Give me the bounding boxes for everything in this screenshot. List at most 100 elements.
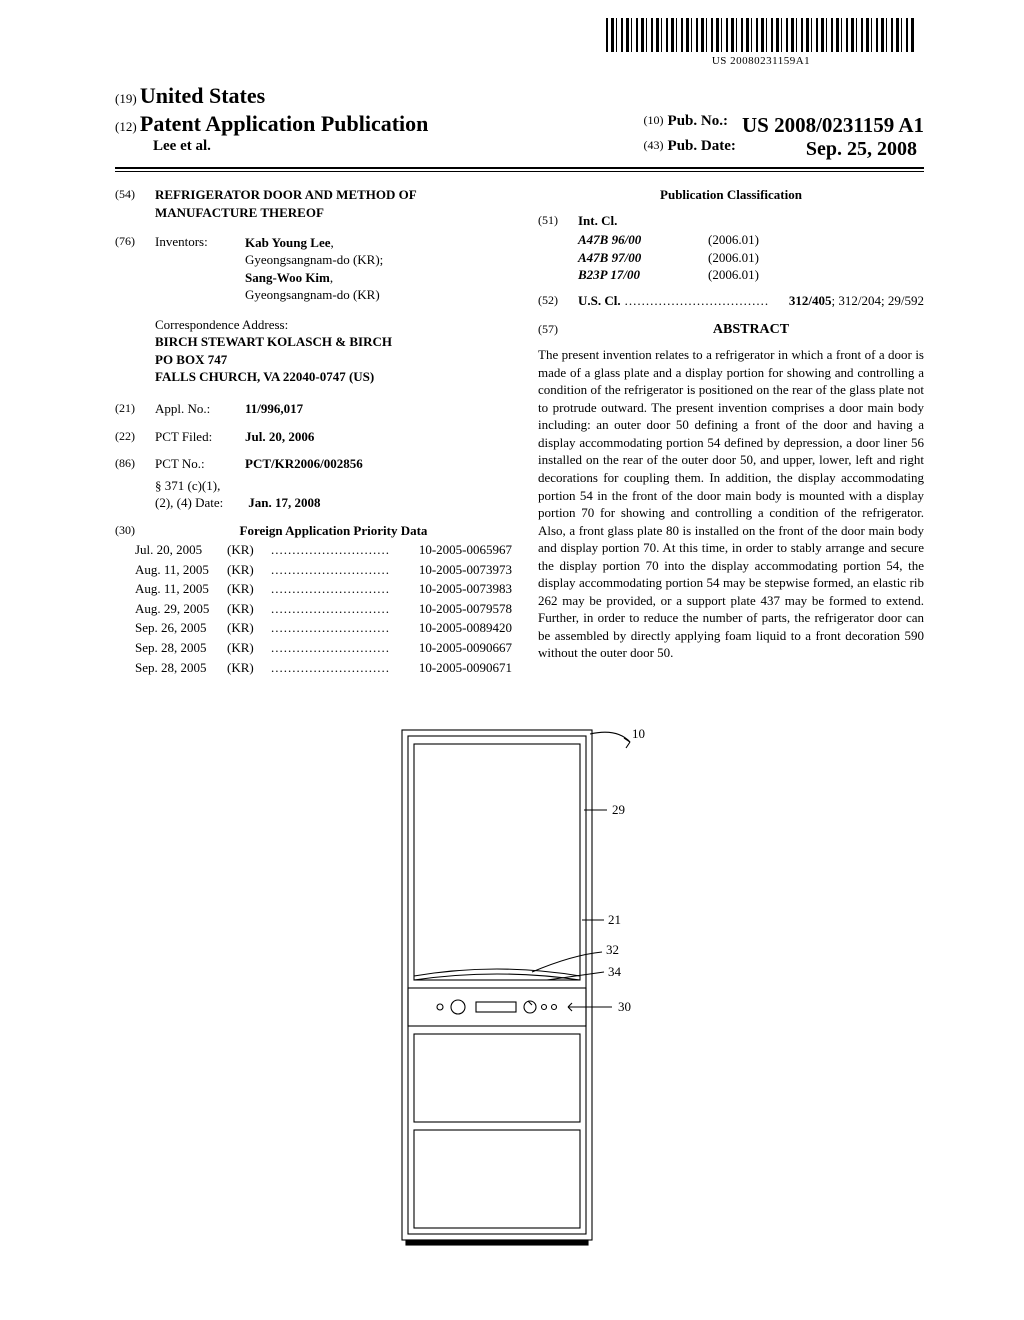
s52-num: (52) <box>538 292 578 310</box>
priority-date: Sep. 28, 2005 <box>135 659 227 677</box>
rule-thin <box>115 171 924 172</box>
pubno: US 2008/0231159 A1 <box>742 113 924 138</box>
intcl-year: (2006.01) <box>708 249 759 267</box>
s51-num: (51) <box>538 212 578 230</box>
priority-date: Sep. 28, 2005 <box>135 639 227 657</box>
priority-dots: ............................ <box>271 659 390 677</box>
s76-num: (76) <box>115 233 155 304</box>
s30-title: Foreign Application Priority Data <box>155 522 512 540</box>
inv2-name: Sang-Woo Kim <box>245 270 330 285</box>
num19: (19) <box>115 91 137 106</box>
priority-country: (KR) <box>227 659 271 677</box>
sec-21: (21) Appl. No.: 11/996,017 <box>115 400 512 418</box>
s52-dots: .................................. <box>621 292 789 310</box>
header: (19) United States (12) Patent Applicati… <box>115 83 924 161</box>
fig-label-29: 29 <box>612 802 625 817</box>
pubdate-row: (43) Pub. Date: Sep. 25, 2008 <box>644 138 924 161</box>
priority-row: Sep. 26, 2005(KR).......................… <box>135 619 512 637</box>
priority-row: Aug. 11, 2005(KR).......................… <box>135 580 512 598</box>
left-col: (54) REFRIGERATOR DOOR AND METHOD OF MAN… <box>115 186 512 678</box>
fig-label-21: 21 <box>608 912 621 927</box>
s54-num: (54) <box>115 186 155 221</box>
s21-num: (21) <box>115 400 155 418</box>
fig-label-32: 32 <box>606 942 619 957</box>
intcl-row: A47B 97/00(2006.01) <box>578 249 924 267</box>
priority-dots: ............................ <box>271 600 390 618</box>
priority-dots: ............................ <box>271 639 390 657</box>
priority-row: Aug. 29, 2005(KR).......................… <box>135 600 512 618</box>
s22-val: Jul. 20, 2006 <box>245 428 314 446</box>
inv2-loc: Gyeongsangnam-do (KR) <box>245 287 380 302</box>
barcode-area: US 20080231159A1 <box>606 18 916 67</box>
priority-date: Aug. 29, 2005 <box>135 600 227 618</box>
pubno-row: (10) Pub. No.: US 2008/0231159 A1 <box>644 113 924 138</box>
fig-label-34: 34 <box>608 964 622 979</box>
num43: (43) <box>644 138 664 161</box>
s86-val: PCT/KR2006/002856 <box>245 455 363 473</box>
line-19: (19) United States <box>115 83 428 109</box>
sec-52: (52) U.S. Cl. ..........................… <box>538 292 924 310</box>
intcl-code: A47B 96/00 <box>578 231 708 249</box>
priority-row: Aug. 11, 2005(KR).......................… <box>135 561 512 579</box>
sec-30: (30) Foreign Application Priority Data <box>115 522 512 540</box>
s86-sub1: § 371 (c)(1), <box>155 477 512 495</box>
sec-54: (54) REFRIGERATOR DOOR AND METHOD OF MAN… <box>115 186 512 221</box>
intcl-code: B23P 17/00 <box>578 266 708 284</box>
priority-num: 10-2005-0089420 <box>390 619 512 637</box>
s22-label: PCT Filed: <box>155 428 245 446</box>
num10: (10) <box>644 113 664 138</box>
inv1-loc: Gyeongsangnam-do (KR); <box>245 252 383 267</box>
header-right: (10) Pub. No.: US 2008/0231159 A1 (43) P… <box>644 83 924 161</box>
correspondence: Correspondence Address: BIRCH STEWART KO… <box>155 316 512 386</box>
priority-country: (KR) <box>227 580 271 598</box>
header-left: (19) United States (12) Patent Applicati… <box>115 83 428 161</box>
corr-l1: BIRCH STEWART KOLASCH & BIRCH <box>155 333 512 351</box>
s86-label: PCT No.: <box>155 455 245 473</box>
pubclass-title: Publication Classification <box>538 186 924 204</box>
patent-figure: 10 29 21 32 34 30 <box>372 720 652 1260</box>
corr-l3: FALLS CHURCH, VA 22040-0747 (US) <box>155 368 512 386</box>
priority-date: Jul. 20, 2005 <box>135 541 227 559</box>
pubtype: Patent Application Publication <box>140 111 428 136</box>
priority-row: Sep. 28, 2005(KR).......................… <box>135 639 512 657</box>
priority-country: (KR) <box>227 600 271 618</box>
rule-thick <box>115 167 924 169</box>
priority-date: Sep. 26, 2005 <box>135 619 227 637</box>
priority-num: 10-2005-0079578 <box>390 600 512 618</box>
s21-val: 11/996,017 <box>245 400 303 418</box>
s76-body: Inventors: Kab Young Lee, Gyeongsangnam-… <box>155 233 512 304</box>
corr-l2: PO BOX 747 <box>155 351 512 369</box>
barcode <box>606 18 916 52</box>
priority-dots: ............................ <box>271 541 390 559</box>
intcl-row: A47B 96/00(2006.01) <box>578 231 924 249</box>
authors: Lee et al. <box>153 138 428 155</box>
pubno-label: Pub. No.: <box>668 113 728 138</box>
s52-val: 312/405; 312/204; 29/592 <box>789 292 924 310</box>
priority-date: Aug. 11, 2005 <box>135 580 227 598</box>
num12: (12) <box>115 119 137 134</box>
figure-area: 10 29 21 32 34 30 <box>0 720 1024 1260</box>
barcode-text: US 20080231159A1 <box>606 55 916 67</box>
priority-country: (KR) <box>227 541 271 559</box>
priority-dots: ............................ <box>271 580 390 598</box>
intcl-year: (2006.01) <box>708 266 759 284</box>
priority-country: (KR) <box>227 619 271 637</box>
priority-country: (KR) <box>227 639 271 657</box>
priority-date: Aug. 11, 2005 <box>135 561 227 579</box>
s86-subval: Jan. 17, 2008 <box>248 495 320 510</box>
pubdate-label: Pub. Date: <box>668 138 736 161</box>
priority-dots: ............................ <box>271 619 390 637</box>
intcl-year: (2006.01) <box>708 231 759 249</box>
priority-row: Jul. 20, 2005(KR).......................… <box>135 541 512 559</box>
s76-label: Inventors: <box>155 233 245 251</box>
priority-num: 10-2005-0090671 <box>390 659 512 677</box>
s57-num: (57) <box>538 321 578 346</box>
s86-num: (86) <box>115 455 155 473</box>
abstract-text: The present invention relates to a refri… <box>538 346 924 662</box>
s57-title: ABSTRACT <box>578 321 924 340</box>
two-col: (54) REFRIGERATOR DOOR AND METHOD OF MAN… <box>115 186 924 678</box>
right-col: Publication Classification (51) Int. Cl.… <box>538 186 924 678</box>
s51-label: Int. Cl. <box>578 212 617 230</box>
intcl-row: B23P 17/00(2006.01) <box>578 266 924 284</box>
fig-label-30: 30 <box>618 999 631 1014</box>
